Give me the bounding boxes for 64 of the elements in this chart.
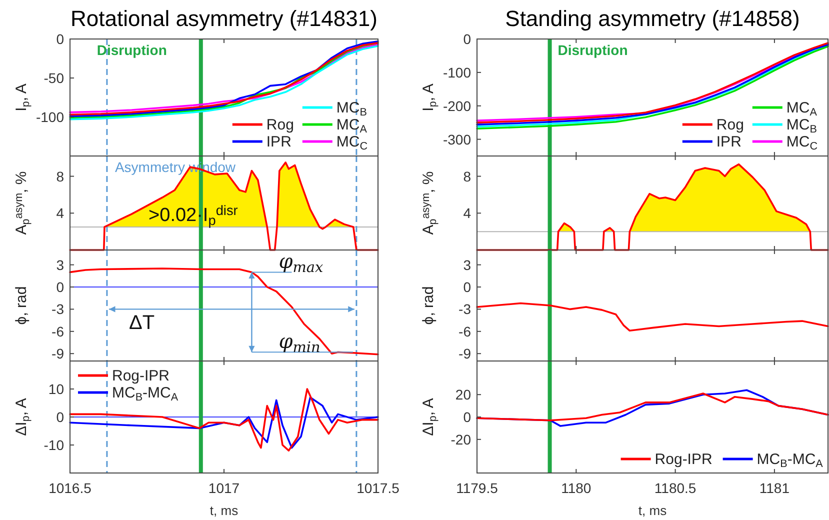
legend-label: IPR [716,134,742,150]
line-series [69,162,379,251]
y-tick-label: -9 [52,346,64,362]
y-tick-label: 0 [463,31,472,47]
legend-label: MC$_{A}$ [336,116,368,136]
y-tick-label: -9 [458,346,472,362]
x-tick-label: 1180 [561,480,592,496]
legend-label: MC$_{C}$ [336,134,368,152]
legend-label: Rog [266,116,294,134]
line-series [476,302,829,332]
y-tick-label: -200 [442,98,472,114]
y-tick-label: -20 [450,431,472,448]
legend-label: Rog [716,116,744,134]
chart-title: Standing asymmetry (#14858) [505,6,800,31]
annotation: φ$_{max}$ [278,249,324,276]
legend-label: Rog-IPR [654,451,712,468]
y-tick-label: -50 [44,70,64,86]
x-tick-label: 1181 [759,480,790,496]
legend-label: MC$_{A}$ [786,100,818,118]
y-tick-label: -300 [442,131,472,148]
annotation: ΔT [128,312,155,334]
x-tick-label: 1180.5 [654,480,696,496]
y-tick-label: 8 [463,168,472,184]
chart-title: Rotational asymmetry (#14831) [70,6,378,31]
line-series [69,388,379,452]
legend-label: MC$_{B}$-MC$_{A}$ [756,451,824,470]
y-tick-label: 10 [48,381,64,397]
y-tick-label: 3 [463,256,472,273]
y-tick-label: 0 [463,409,472,425]
y-axis-title: ϕ, rad [420,286,437,325]
x-tick-label: 1016.5 [48,480,92,496]
legend-label: MC$_{B}$ [336,100,367,118]
y-axis-title: ϕ, rad [13,286,30,325]
x-tick-label: 1017 [208,480,240,496]
y-tick-label: -6 [458,323,472,340]
y-tick-label: 0 [56,31,64,47]
legend-label: IPR [266,134,292,150]
ref-line-label: Disruption [558,42,628,58]
legend-label: MC$_{B}$ [786,116,817,136]
x-axis-title: t, ms [210,503,239,518]
line-series [476,392,829,422]
ref-line-label: Disruption [96,42,167,58]
y-tick-label: 0 [56,279,64,295]
y-tick-label: -6 [52,323,64,340]
y-tick-label: 0 [56,409,64,425]
line-series [476,163,829,251]
x-axis-title: t, ms [638,503,668,518]
y-tick-label: -10 [44,437,64,453]
y-tick-label: 3 [56,256,64,273]
annotation: φ$_{min}$ [278,329,320,356]
y-tick-label: -3 [458,301,472,318]
y-tick-label: -100 [442,64,472,80]
x-tick-label: 1017.5 [356,480,400,496]
y-tick-label: 4 [56,205,64,222]
x-tick-label: 1179.5 [456,480,498,496]
legend-label: MC$_{B}$-MC$_{A}$ [112,384,179,404]
y-tick-label: -100 [36,109,64,125]
legend-label: MC$_{C}$ [786,134,818,152]
legend-label: Rog-IPR [112,368,170,384]
y-tick-label: 0 [463,279,472,295]
y-tick-label: 4 [463,205,472,222]
y-tick-label: -3 [52,301,64,318]
y-tick-label: 8 [56,168,64,184]
y-tick-label: 20 [455,386,472,403]
